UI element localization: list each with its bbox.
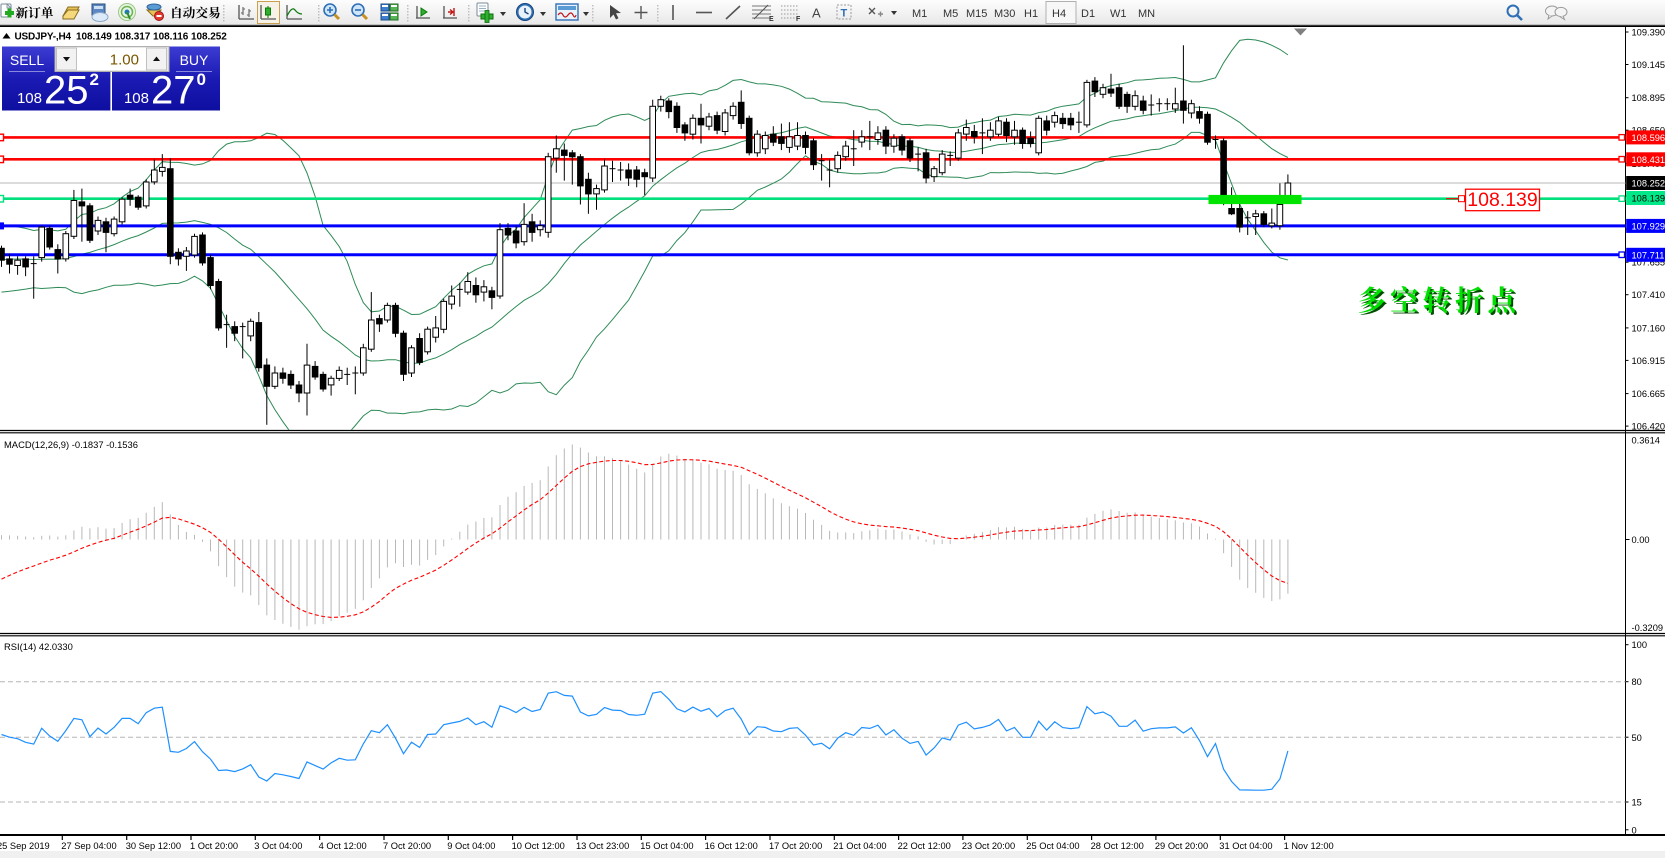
svg-text:2: 2 — [90, 70, 99, 89]
svg-text:108.139: 108.139 — [1632, 194, 1665, 204]
svg-text:9 Oct 04:00: 9 Oct 04:00 — [447, 841, 495, 851]
svg-text:15: 15 — [1632, 798, 1642, 808]
svg-text:M15: M15 — [966, 8, 987, 20]
svg-text:MN: MN — [1138, 8, 1155, 20]
svg-text:100: 100 — [1632, 640, 1648, 650]
svg-text:H1: H1 — [1024, 8, 1038, 20]
svg-text:RSI(14) 42.0330: RSI(14) 42.0330 — [4, 641, 73, 652]
svg-text:107.711: 107.711 — [1632, 250, 1665, 260]
svg-text:27: 27 — [151, 69, 196, 113]
svg-text:M30: M30 — [994, 8, 1015, 20]
svg-text:16 Oct 12:00: 16 Oct 12:00 — [705, 841, 758, 851]
svg-text:106.665: 106.665 — [1632, 389, 1665, 399]
svg-text:D1: D1 — [1081, 8, 1095, 20]
svg-text:17 Oct 20:00: 17 Oct 20:00 — [769, 841, 822, 851]
svg-text:0.3614: 0.3614 — [1632, 436, 1660, 446]
svg-text:T: T — [841, 8, 848, 20]
svg-text:25 Sep 2019: 25 Sep 2019 — [0, 841, 50, 851]
svg-text:108.431: 108.431 — [1632, 155, 1665, 165]
svg-text:-0.3209: -0.3209 — [1632, 623, 1664, 633]
svg-text:0: 0 — [197, 70, 206, 89]
svg-text:107.655: 107.655 — [1632, 258, 1665, 268]
svg-text:25 Oct 04:00: 25 Oct 04:00 — [1026, 841, 1079, 851]
svg-text:31 Oct 04:00: 31 Oct 04:00 — [1219, 841, 1272, 851]
svg-text:108.895: 108.895 — [1632, 93, 1665, 103]
svg-text:1.00: 1.00 — [110, 52, 139, 69]
svg-text:A: A — [812, 6, 821, 21]
svg-text:E: E — [769, 16, 774, 23]
svg-text:H4: H4 — [1052, 8, 1066, 20]
svg-text:108.596: 108.596 — [1632, 133, 1665, 143]
svg-text:109.145: 109.145 — [1632, 60, 1665, 70]
svg-text:10 Oct 12:00: 10 Oct 12:00 — [512, 841, 565, 851]
svg-text:108.149 108.317 108.116 108.25: 108.149 108.317 108.116 108.252 — [76, 32, 227, 43]
svg-text:4 Oct 12:00: 4 Oct 12:00 — [319, 841, 367, 851]
svg-text:108.252: 108.252 — [1632, 179, 1665, 189]
svg-text:15 Oct 04:00: 15 Oct 04:00 — [640, 841, 693, 851]
svg-text:3 Oct 04:00: 3 Oct 04:00 — [254, 841, 302, 851]
svg-text:MACD(12,26,9) -0.1837 -0.1536: MACD(12,26,9) -0.1837 -0.1536 — [4, 439, 138, 450]
svg-text:30 Sep 12:00: 30 Sep 12:00 — [126, 841, 181, 851]
svg-text:25: 25 — [44, 69, 89, 113]
svg-text:29 Oct 20:00: 29 Oct 20:00 — [1155, 841, 1208, 851]
svg-text:107.929: 107.929 — [1632, 221, 1665, 231]
svg-text:27 Sep 04:00: 27 Sep 04:00 — [61, 841, 116, 851]
svg-text:23 Oct 20:00: 23 Oct 20:00 — [962, 841, 1015, 851]
svg-text:13 Oct 23:00: 13 Oct 23:00 — [576, 841, 629, 851]
svg-text:M5: M5 — [943, 8, 958, 20]
svg-text:7 Oct 20:00: 7 Oct 20:00 — [383, 841, 431, 851]
svg-text:50: 50 — [1632, 733, 1642, 743]
svg-text:BUY: BUY — [180, 52, 209, 68]
svg-text:28 Oct 12:00: 28 Oct 12:00 — [1091, 841, 1144, 851]
svg-text:109.390: 109.390 — [1632, 28, 1665, 38]
svg-text:21 Oct 04:00: 21 Oct 04:00 — [833, 841, 886, 851]
svg-text:W1: W1 — [1110, 8, 1127, 20]
svg-text:SELL: SELL — [10, 52, 44, 68]
svg-text:1 Oct 20:00: 1 Oct 20:00 — [190, 841, 238, 851]
svg-text:80: 80 — [1632, 677, 1642, 687]
svg-text:F: F — [796, 16, 801, 23]
svg-text:USDJPY-,H4: USDJPY-,H4 — [15, 32, 72, 43]
svg-text:0: 0 — [1632, 825, 1637, 835]
svg-text:22 Oct 12:00: 22 Oct 12:00 — [898, 841, 951, 851]
svg-text:0.00: 0.00 — [1632, 535, 1650, 545]
svg-text:M1: M1 — [912, 8, 927, 20]
svg-text:106.915: 106.915 — [1632, 356, 1665, 366]
svg-text:107.160: 107.160 — [1632, 323, 1665, 333]
svg-text:1 Nov 12:00: 1 Nov 12:00 — [1284, 841, 1334, 851]
svg-text:107.410: 107.410 — [1632, 290, 1665, 300]
svg-text:106.420: 106.420 — [1632, 422, 1665, 432]
svg-text:108: 108 — [17, 90, 42, 107]
svg-text:108.139: 108.139 — [1467, 189, 1538, 211]
svg-text:108: 108 — [124, 90, 149, 107]
